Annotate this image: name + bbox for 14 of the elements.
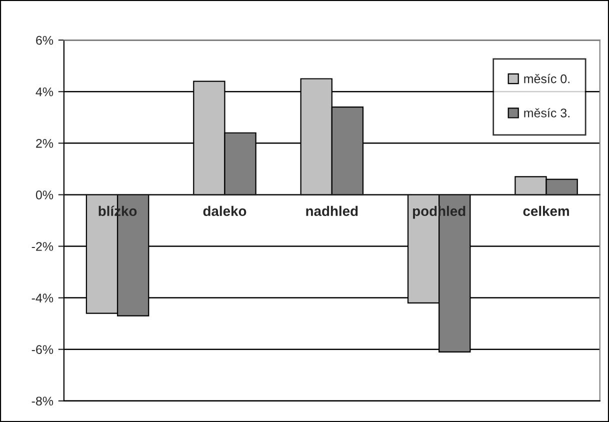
x-tick-label: celkem (523, 206, 569, 216)
y-tick-label: -2% (32, 242, 54, 251)
legend-label: měsíc 3. (524, 108, 570, 118)
y-tick-label: 4% (36, 87, 54, 96)
x-tick-label: daleko (203, 206, 246, 216)
y-tick-label: -8% (32, 396, 54, 406)
legend-label: měsíc 0. (524, 74, 570, 84)
y-tick-label: -4% (32, 294, 54, 302)
y-tick-label: -6% (32, 345, 54, 354)
y-tick-label: 2% (36, 138, 54, 148)
y-tick-label: 6% (36, 36, 54, 45)
x-tick-label: podhled (413, 206, 466, 219)
y-tick-label: 0% (36, 190, 54, 200)
x-tick-label: nadhled (306, 206, 358, 216)
